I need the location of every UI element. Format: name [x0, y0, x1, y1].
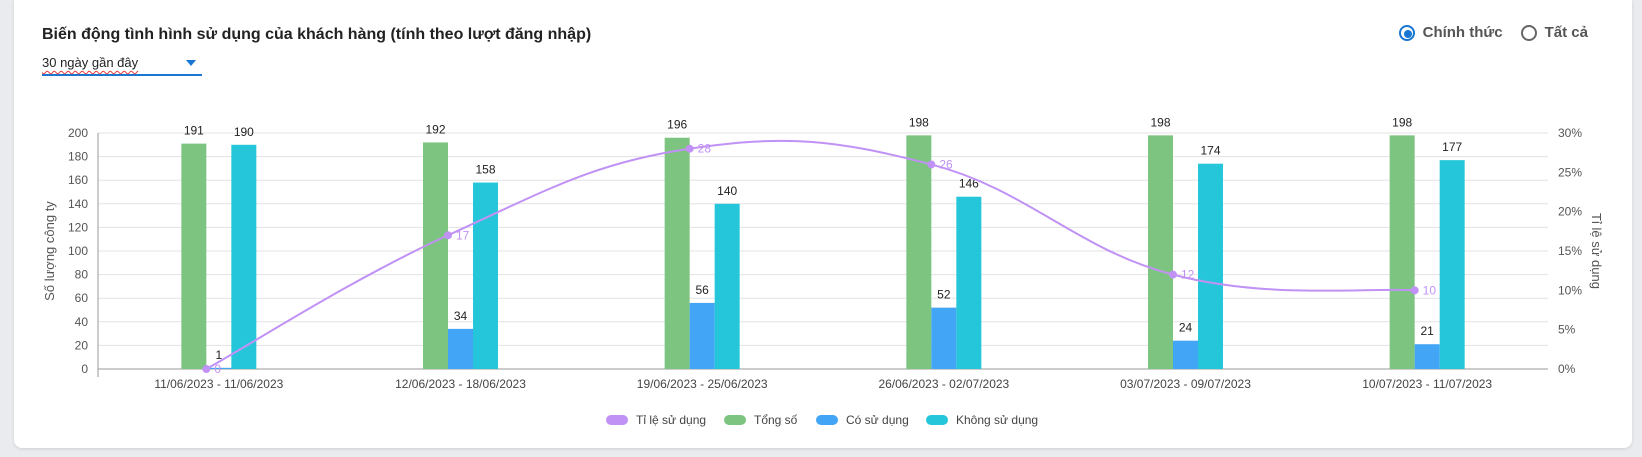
bar-value-label: 196 [667, 118, 687, 132]
y2-tick-label: 0% [1558, 362, 1576, 376]
legend-label: Có sử dụng [846, 413, 909, 427]
bar-value-label: 198 [1392, 115, 1412, 129]
bar-unused [956, 196, 982, 369]
chevron-down-icon [186, 60, 196, 66]
radio-all[interactable]: Tất cả [1520, 24, 1588, 41]
radio-official-label: Chính thức [1422, 24, 1503, 41]
bar-unused [1439, 160, 1465, 369]
usage-rate-point [685, 144, 694, 153]
bar-total [1148, 135, 1173, 369]
y2-tick-label: 15% [1558, 244, 1582, 258]
bar-used [1173, 340, 1198, 369]
usage-rate-label: 0 [214, 362, 221, 376]
bar-total [1389, 135, 1415, 369]
chart-title: Biến động tình hình sử dụng của khách hà… [42, 26, 592, 43]
legend-label: Không sử dụng [956, 413, 1038, 427]
bar-value-label: 24 [1179, 321, 1193, 335]
y2-tick-label: 30% [1558, 126, 1582, 140]
y-tick-label: 20 [75, 338, 89, 352]
y2-axis-title: Tỉ lệ sử dụng [1589, 213, 1604, 289]
radio-checked-icon [1398, 24, 1415, 41]
bar-used [931, 307, 957, 369]
bar-used [1414, 344, 1440, 369]
bar-value-label: 198 [1150, 115, 1170, 129]
period-select[interactable]: 30 ngày gần đây [42, 54, 202, 76]
y-tick-label: 140 [68, 197, 88, 211]
y2-tick-label: 5% [1558, 323, 1576, 337]
bar-value-label: 52 [937, 288, 951, 302]
bar-value-label: 1 [215, 348, 222, 362]
y-tick-label: 180 [68, 150, 88, 164]
y-axis-title: Số lượng công ty [42, 201, 57, 301]
bar-value-label: 21 [1420, 324, 1434, 338]
usage-rate-label: 10 [1423, 283, 1437, 297]
radio-official[interactable]: Chính thức [1398, 24, 1503, 41]
bar-value-label: 34 [454, 309, 468, 323]
y-tick-label: 60 [75, 291, 89, 305]
chart-card [14, 0, 1632, 448]
usage-rate-label: 17 [456, 228, 470, 242]
y-tick-label: 40 [75, 315, 89, 329]
x-tick-label: 12/06/2023 - 18/06/2023 [395, 377, 526, 391]
radio-unchecked-icon [1520, 24, 1537, 41]
bar-total [181, 143, 207, 369]
bar-value-label: 192 [425, 122, 445, 136]
usage-rate-point [927, 160, 936, 169]
bar-value-label: 146 [959, 177, 979, 191]
bar-total [423, 142, 448, 369]
bar-unused [714, 203, 740, 369]
usage-rate-label: 26 [939, 157, 953, 171]
usage-rate-label: 28 [698, 142, 712, 156]
bar-total [664, 137, 690, 369]
bar-value-label: 198 [909, 115, 929, 129]
legend-label: Tổng số [754, 413, 798, 427]
bar-used [689, 302, 715, 369]
x-tick-label: 26/06/2023 - 02/07/2023 [878, 377, 1009, 391]
legend-swatch [724, 415, 746, 425]
bar-value-label: 191 [184, 124, 204, 138]
usage-rate-point [1169, 270, 1177, 279]
y-tick-label: 100 [68, 244, 88, 258]
usage-rate-point [202, 365, 211, 373]
y-tick-label: 120 [68, 220, 88, 234]
bar-total [906, 135, 932, 369]
x-tick-label: 03/07/2023 - 09/07/2023 [1120, 377, 1251, 391]
bar-value-label: 190 [234, 125, 254, 139]
bar-value-label: 140 [717, 184, 737, 198]
bar-used [206, 367, 232, 369]
bar-unused [473, 182, 498, 369]
bar-value-label: 56 [695, 283, 709, 297]
legend-swatch [606, 415, 628, 425]
bar-value-label: 174 [1200, 144, 1220, 158]
y-tick-label: 80 [75, 268, 89, 282]
usage-rate-point [1410, 286, 1419, 295]
bar-used [448, 328, 473, 369]
y2-tick-label: 10% [1558, 283, 1582, 297]
legend-swatch [816, 415, 838, 425]
y-tick-label: 160 [68, 173, 88, 187]
x-tick-label: 10/07/2023 - 11/07/2023 [1362, 377, 1492, 391]
legend-label: Tỉ lệ sử dụng [636, 413, 706, 427]
bar-value-label: 158 [475, 163, 495, 177]
x-tick-label: 11/06/2023 - 11/06/2023 [154, 377, 283, 391]
y2-tick-label: 25% [1558, 165, 1582, 179]
y-tick-label: 0 [81, 362, 88, 376]
period-select-value: 30 ngày gần đây [42, 55, 139, 70]
filter-radio-group: Chính thức Tất cả [1398, 24, 1588, 41]
usage-rate-label: 12 [1181, 268, 1195, 282]
bar-unused [1198, 163, 1223, 369]
usage-rate-point [444, 231, 452, 240]
x-tick-label: 19/06/2023 - 25/06/2023 [637, 377, 768, 391]
bar-value-label: 177 [1442, 140, 1462, 154]
y2-tick-label: 20% [1558, 205, 1582, 219]
y-tick-label: 200 [68, 126, 88, 140]
legend-swatch [926, 415, 948, 425]
bar-unused [231, 144, 257, 369]
radio-all-label: Tất cả [1544, 24, 1588, 41]
usage-rate-line [205, 139, 1415, 370]
